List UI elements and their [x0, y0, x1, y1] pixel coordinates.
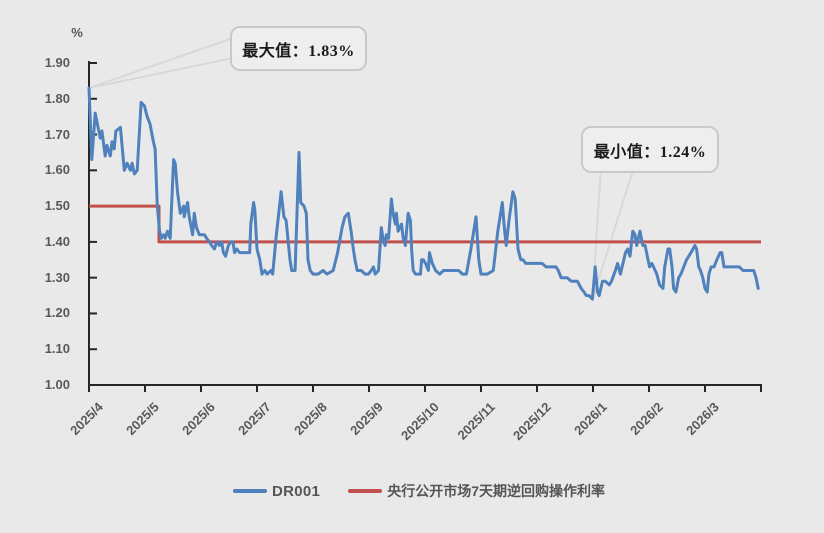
dr001-line-swatch	[233, 489, 267, 493]
axes	[88, 61, 762, 392]
y-tick-label: 1.10	[44, 341, 70, 357]
y-tick-label: 1.80	[44, 90, 70, 106]
y-tick-label: 1.30	[44, 269, 70, 285]
policy-line-swatch	[348, 489, 383, 493]
policy-legend-label: 央行公开市场7天期逆回购操作利率	[387, 483, 605, 499]
y-axis-unit-label: %	[71, 25, 83, 40]
y-tick-label: 1.20	[44, 305, 70, 321]
max-value-callout: 最大值：1.83%	[230, 26, 367, 71]
dr001-legend-label: DR001	[272, 482, 321, 500]
legend-item-dr001: DR001	[233, 483, 320, 500]
callout-wedges	[88, 37, 635, 301]
y-tick-label: 1.00	[44, 377, 70, 392]
y-tick-label: 1.70	[44, 126, 70, 142]
min-value-callout: 最小值：1.24%	[581, 126, 719, 173]
series-lines	[87, 86, 761, 301]
y-tick-label: 1.40	[44, 233, 70, 249]
legend-item-policy: 央行公开市场7天期逆回购操作利率	[348, 481, 605, 501]
y-tick-label: 1.90	[44, 55, 70, 70]
max-value-label: 最大值：1.83%	[242, 42, 355, 60]
dr001-line	[87, 86, 760, 301]
min-value-label: 最小值：1.24%	[593, 143, 707, 161]
legend: DR001 央行公开市场7天期逆回购操作利率	[0, 481, 824, 501]
y-tick-label: 1.60	[44, 162, 70, 178]
y-tick-label: 1.50	[44, 198, 70, 214]
